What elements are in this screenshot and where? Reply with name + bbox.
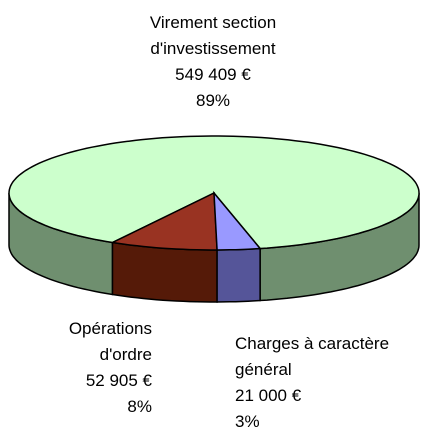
slice-top <box>110 191 218 251</box>
percent-label: 3% <box>235 412 260 431</box>
slice-side <box>111 241 218 303</box>
value-label: 52 905 € <box>85 371 152 390</box>
value-label: 21 000 € <box>235 386 302 405</box>
slice-side <box>216 247 261 303</box>
category: Charges à caractère général <box>235 334 390 379</box>
percent-label: 8% <box>127 397 152 416</box>
slice-label: Charges à caractère général 21 000 € 3% <box>235 331 420 435</box>
category: Virement section d'investissement <box>149 13 277 58</box>
slice-label: Opérations d'ordre 52 905 € 8% <box>40 316 152 420</box>
category: Opérations d'ordre <box>68 319 152 364</box>
slice-label: Virement section d'investissement 549 409… <box>113 10 313 114</box>
slice-top <box>213 190 262 251</box>
value-label: 549 409 € <box>175 65 251 84</box>
percent-label: 89% <box>195 91 231 110</box>
